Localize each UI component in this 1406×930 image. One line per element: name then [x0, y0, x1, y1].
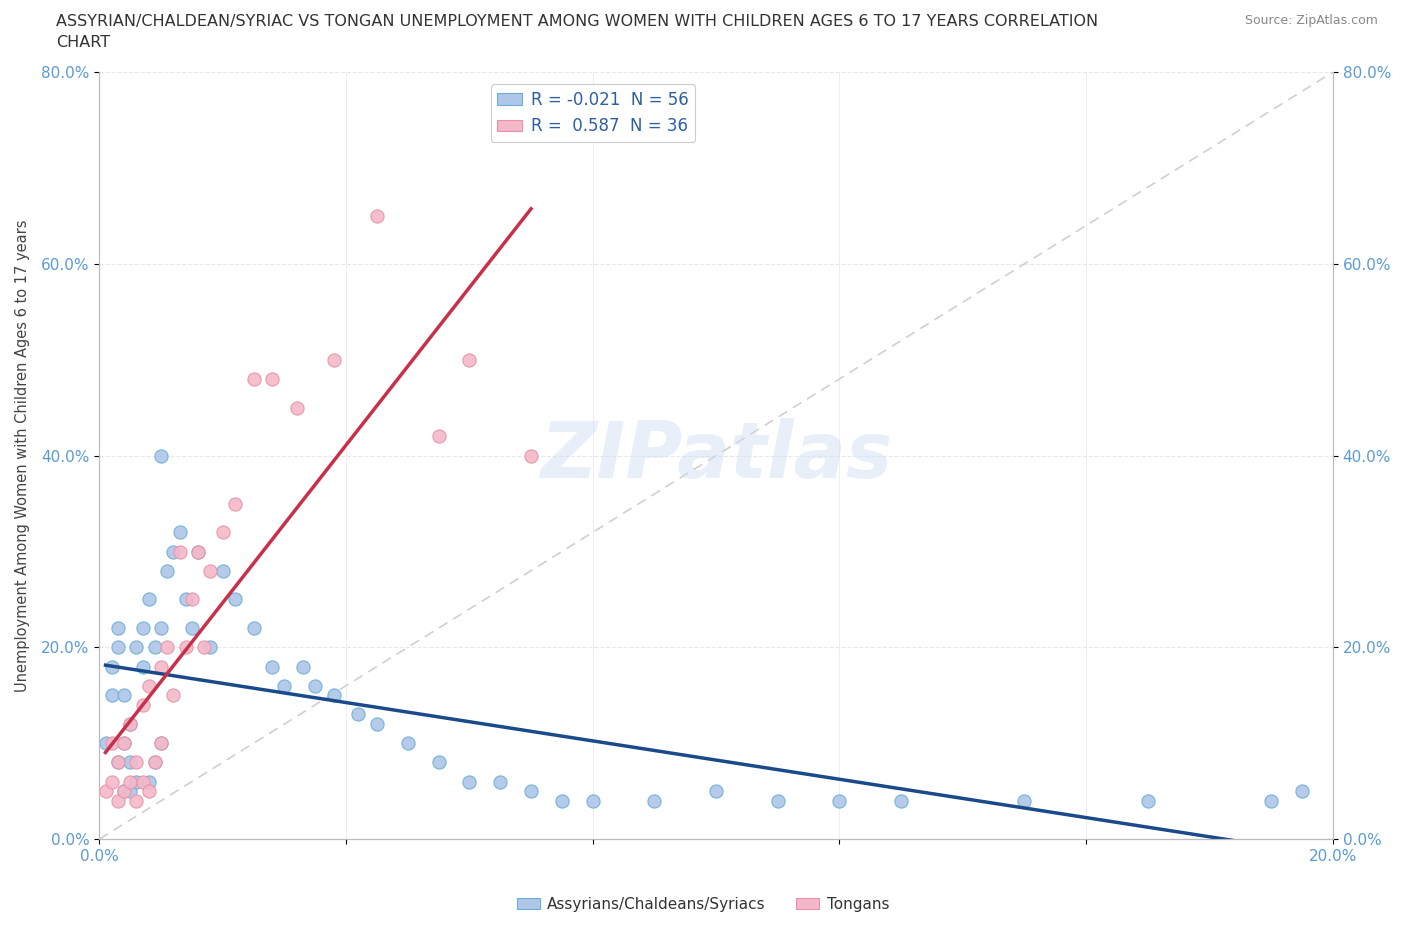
- Point: [138, 678, 160, 693]
- Point: [304, 678, 326, 693]
- Point: [131, 774, 153, 789]
- Point: [1260, 793, 1282, 808]
- Point: [112, 736, 135, 751]
- Point: [125, 755, 148, 770]
- Point: [1136, 793, 1159, 808]
- Point: [273, 678, 295, 693]
- Point: [242, 620, 264, 635]
- Point: [150, 448, 173, 463]
- Point: [224, 496, 246, 511]
- Point: [427, 429, 450, 444]
- Point: [131, 620, 153, 635]
- Text: ASSYRIAN/CHALDEAN/SYRIAC VS TONGAN UNEMPLOYMENT AMONG WOMEN WITH CHILDREN AGES 6: ASSYRIAN/CHALDEAN/SYRIAC VS TONGAN UNEMP…: [56, 14, 1098, 29]
- Point: [458, 352, 481, 367]
- Text: ZIPatlas: ZIPatlas: [540, 418, 893, 494]
- Point: [112, 784, 135, 799]
- Point: [107, 640, 129, 655]
- Point: [890, 793, 912, 808]
- Point: [131, 659, 153, 674]
- Point: [366, 717, 388, 732]
- Point: [120, 784, 142, 799]
- Text: CHART: CHART: [56, 35, 110, 50]
- Point: [107, 793, 129, 808]
- Point: [643, 793, 665, 808]
- Point: [120, 774, 142, 789]
- Point: [94, 784, 117, 799]
- Point: [1014, 793, 1036, 808]
- Point: [138, 592, 160, 607]
- Point: [100, 774, 122, 789]
- Point: [704, 784, 727, 799]
- Point: [260, 371, 283, 386]
- Point: [347, 707, 370, 722]
- Point: [427, 755, 450, 770]
- Point: [458, 774, 481, 789]
- Point: [156, 640, 179, 655]
- Point: [187, 544, 209, 559]
- Point: [242, 371, 264, 386]
- Point: [260, 659, 283, 674]
- Point: [200, 640, 222, 655]
- Point: [1291, 784, 1313, 799]
- Point: [169, 525, 191, 539]
- Point: [107, 620, 129, 635]
- Point: [582, 793, 605, 808]
- Point: [551, 793, 574, 808]
- Point: [120, 717, 142, 732]
- Point: [112, 784, 135, 799]
- Point: [150, 736, 173, 751]
- Text: Source: ZipAtlas.com: Source: ZipAtlas.com: [1244, 14, 1378, 27]
- Point: [120, 717, 142, 732]
- Point: [112, 688, 135, 703]
- Point: [100, 736, 122, 751]
- Point: [174, 640, 197, 655]
- Point: [162, 688, 184, 703]
- Point: [187, 544, 209, 559]
- Point: [520, 784, 543, 799]
- Point: [150, 620, 173, 635]
- Point: [180, 620, 202, 635]
- Point: [828, 793, 851, 808]
- Point: [211, 525, 233, 539]
- Point: [150, 736, 173, 751]
- Point: [291, 659, 314, 674]
- Point: [169, 544, 191, 559]
- Point: [322, 688, 344, 703]
- Point: [174, 592, 197, 607]
- Point: [100, 659, 122, 674]
- Point: [107, 755, 129, 770]
- Point: [366, 208, 388, 223]
- Point: [200, 564, 222, 578]
- Point: [112, 736, 135, 751]
- Point: [156, 564, 179, 578]
- Point: [138, 784, 160, 799]
- Y-axis label: Unemployment Among Women with Children Ages 6 to 17 years: Unemployment Among Women with Children A…: [15, 219, 30, 692]
- Legend: Assyrians/Chaldeans/Syriacs, Tongans: Assyrians/Chaldeans/Syriacs, Tongans: [510, 891, 896, 918]
- Point: [131, 698, 153, 712]
- Point: [150, 659, 173, 674]
- Point: [224, 592, 246, 607]
- Point: [520, 448, 543, 463]
- Point: [396, 736, 419, 751]
- Point: [120, 755, 142, 770]
- Point: [143, 755, 166, 770]
- Point: [285, 400, 308, 415]
- Point: [322, 352, 344, 367]
- Point: [211, 564, 233, 578]
- Point: [107, 755, 129, 770]
- Point: [143, 640, 166, 655]
- Legend: R = -0.021  N = 56, R =  0.587  N = 36: R = -0.021 N = 56, R = 0.587 N = 36: [491, 85, 695, 142]
- Point: [766, 793, 789, 808]
- Point: [125, 793, 148, 808]
- Point: [162, 544, 184, 559]
- Point: [94, 736, 117, 751]
- Point: [100, 688, 122, 703]
- Point: [180, 592, 202, 607]
- Point: [138, 774, 160, 789]
- Point: [143, 755, 166, 770]
- Point: [125, 774, 148, 789]
- Point: [489, 774, 512, 789]
- Point: [193, 640, 215, 655]
- Point: [125, 640, 148, 655]
